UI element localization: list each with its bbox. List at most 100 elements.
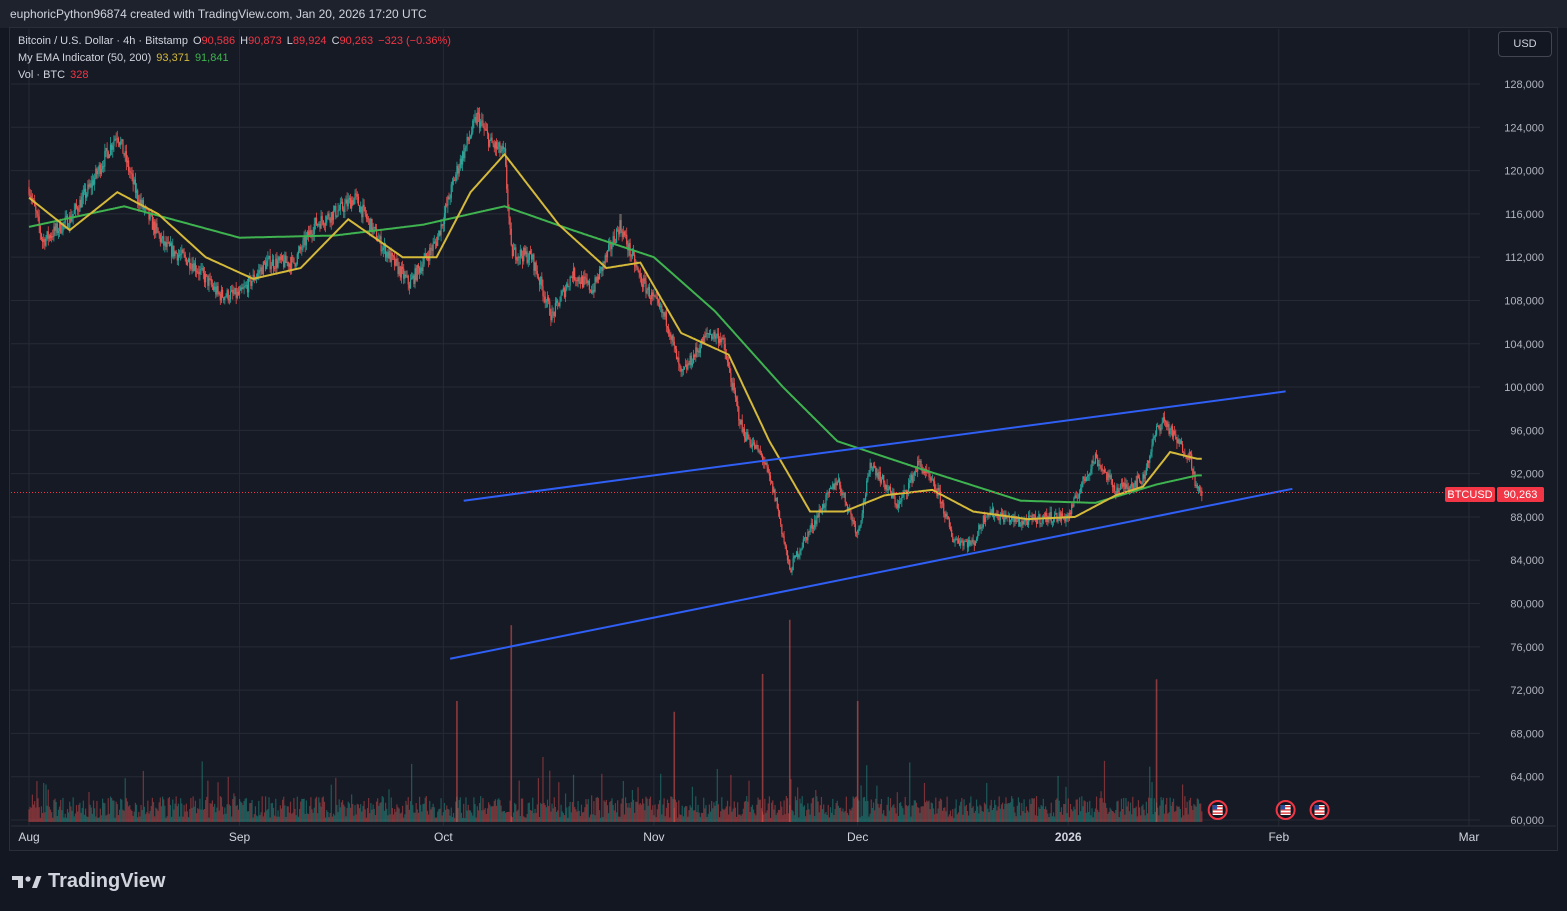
volume-bar [615,812,618,822]
candle-body [948,519,950,527]
volume-bar [118,809,121,822]
volume-bar [794,796,797,822]
candle-body [545,301,547,303]
candle-body [498,142,500,147]
candle-body [935,489,937,492]
volume-bar [936,813,938,822]
candle-body [499,142,501,153]
candle-body [1159,427,1161,431]
candle-body [657,299,660,304]
volume-bar [681,805,683,822]
tradingview-logo[interactable]: TradingView [12,870,165,893]
candle-body [862,501,864,514]
volume-bar [83,814,86,822]
volume-bar [900,802,902,822]
volume-bar [442,812,444,822]
volume-bar [481,810,483,822]
volume-bar [62,797,64,822]
volume-bar [251,799,253,822]
candle-body [1151,444,1153,452]
volume-bar [432,803,434,822]
volume-bar [897,815,900,822]
candle-body [266,260,268,270]
candle-body [790,569,792,573]
volume-bar [1032,798,1034,822]
candle-body [1143,474,1145,479]
candle-body [47,231,49,239]
candle-body [123,153,125,156]
volume-bar [1160,797,1162,822]
candle-body [818,509,820,518]
candle-body [106,148,108,152]
candle-body [587,281,589,284]
candle-body [845,502,847,506]
candle-body [56,223,58,233]
candle-body [228,299,230,301]
candle-body [931,479,933,481]
volume-bar [105,815,107,822]
currency-button[interactable]: USD [1498,31,1552,57]
volume-bar [1088,811,1090,822]
candle-body [589,289,592,291]
volume-bar [568,806,570,822]
volume-bar [958,805,961,822]
candle-body [326,216,328,223]
candle-body [983,515,986,523]
volume-bar [435,817,438,822]
volume-bar [134,802,137,822]
volume-bar [54,798,56,822]
candle-body [767,467,769,473]
volume-bar [1201,811,1203,822]
candle-body [1123,482,1125,487]
candle-body [622,231,624,237]
candle-body [293,257,295,264]
candle-body [829,488,832,489]
volume-bar [752,809,755,822]
candle-body [449,198,451,200]
volume-bar [163,799,165,822]
candle-body [800,549,802,551]
volume-bar [1023,799,1025,822]
flag-canton [1212,805,1218,810]
volume-bar [1072,811,1074,822]
volume-bar [55,801,57,822]
volume-bar [626,803,628,822]
candle-body [625,234,627,236]
candle-body [854,524,857,533]
candle-body [433,241,435,244]
chart-panel[interactable] [9,27,1558,851]
volume-bar [810,803,812,822]
volume-bar [471,812,473,822]
candle-body [565,289,567,297]
candle-body [251,281,253,286]
candle-body [450,184,452,199]
volume-bar [268,797,270,822]
volume-bar [1150,798,1152,822]
volume-bar [888,810,890,822]
candle-body [527,259,529,263]
volume-bar [1041,806,1043,822]
volume-bar [876,785,878,822]
candle-body [728,362,730,367]
volume-bar [631,789,633,822]
volume-bar [709,811,712,822]
candle-body [645,281,647,294]
volume-bar [215,812,217,822]
candle-body [1177,439,1179,443]
candle-body [954,539,956,542]
volume-bar [305,800,307,822]
volume-bar [286,806,288,822]
volume-bar [751,804,753,822]
volume-bar [742,808,744,822]
candle-body [949,526,952,530]
candle-body [726,359,729,363]
volume-bar [294,808,296,822]
candle-body [242,288,244,290]
volume-bar [209,803,211,822]
candle-body [472,120,474,133]
volume-bar [180,798,182,822]
volume-bar [446,805,448,822]
candle-body [432,243,434,251]
candle-body [964,541,966,542]
